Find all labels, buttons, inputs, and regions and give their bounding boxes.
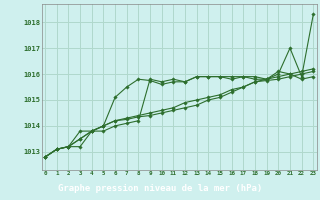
Text: Graphe pression niveau de la mer (hPa): Graphe pression niveau de la mer (hPa) [58, 184, 262, 193]
